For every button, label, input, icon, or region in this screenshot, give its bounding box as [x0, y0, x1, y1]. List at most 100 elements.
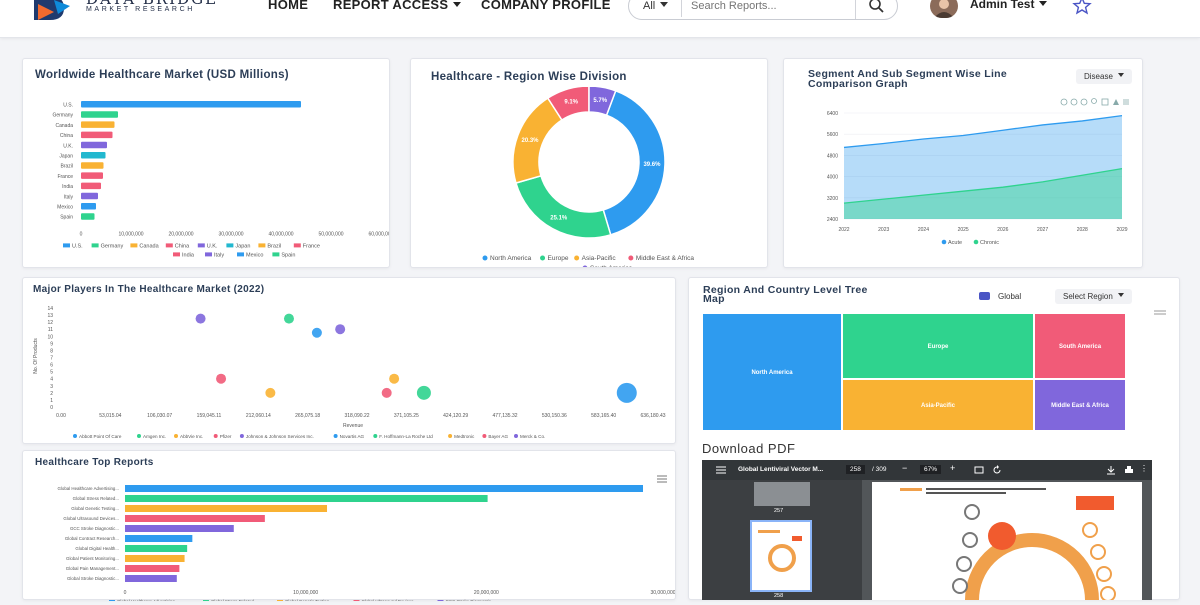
fit-page-icon[interactable] — [974, 466, 984, 474]
x-tick-label: 265,075.18 — [295, 413, 320, 419]
pdf-page-count: / 309 — [872, 466, 887, 473]
menu-icon[interactable] — [716, 466, 726, 474]
treemap-cell-label: Asia-Pacific — [921, 403, 956, 409]
bar-category-label: Global Stroke Diagnostic... — [67, 576, 119, 581]
legend-label: F. Hoffmann-La Roche Ltd — [379, 434, 433, 439]
bar-category-label: Canada — [55, 123, 73, 129]
series-line-chronic — [843, 168, 1123, 204]
chevron-down-icon — [1117, 293, 1124, 297]
legend-swatch — [197, 243, 205, 248]
pdf-thumbnail-2[interactable] — [750, 520, 812, 592]
legend-swatch — [91, 243, 99, 248]
y-tick-label: 9 — [50, 341, 53, 347]
treemap-title-line2: Map — [703, 293, 725, 305]
scatter-point — [216, 373, 227, 384]
legend-label: Abbott Point Of Care — [79, 434, 122, 439]
brand-logo[interactable]: DATA BRIDGE MARKET RESEARCH — [30, 0, 230, 24]
search-input[interactable] — [691, 0, 851, 15]
x-tick-label: 0.00 — [56, 413, 66, 419]
x-tick-label: 318,090.22 — [344, 413, 369, 419]
legend-dot — [448, 434, 453, 438]
pdf-thumbnail-1[interactable] — [754, 482, 810, 506]
zoom-in-icon[interactable]: + — [950, 463, 956, 473]
zoom-out-icon[interactable]: − — [902, 463, 908, 473]
bar — [81, 192, 98, 200]
global-toggle-label: Global — [998, 292, 1022, 301]
bar-category-label: Brazil — [60, 164, 73, 170]
region-treemap: North America Europe South America Asia-Pac… — [703, 314, 1125, 430]
legend-label: Spain — [281, 252, 295, 258]
legend-label: Johnson & Johnson Services Inc. — [246, 434, 314, 439]
y-tick-label: 13 — [47, 313, 53, 319]
pdf-viewer[interactable]: Global Lentiviral Vector M... 258 / 309 … — [702, 460, 1152, 602]
treemap-cell — [1035, 380, 1125, 430]
pdf-page-infographic — [900, 488, 1116, 602]
bar — [81, 111, 118, 118]
search-divider — [681, 0, 682, 17]
x-tick-label: 530,150.36 — [542, 413, 567, 419]
chart-toolbar-icons[interactable] — [1060, 97, 1140, 107]
y-axis-label: No. Of Products — [33, 338, 39, 374]
x-tick-label: 2023 — [878, 227, 889, 233]
y-tick-label: 11 — [48, 327, 53, 333]
user-menu[interactable]: Admin Test — [930, 0, 1060, 18]
top-navigation-bar: DATA BRIDGE MARKET RESEARCH HOME REPORT … — [0, 0, 1200, 38]
chevron-down-icon — [660, 2, 669, 7]
select-region-dropdown[interactable]: Select Region — [1055, 289, 1132, 304]
legend-label: Acute — [948, 240, 962, 246]
legend-label: Merck & Co. — [520, 434, 545, 439]
download-icon[interactable] — [1106, 465, 1116, 475]
disease-dropdown[interactable]: Disease — [1076, 69, 1132, 84]
bar — [81, 213, 95, 220]
treemap-cell — [1035, 314, 1125, 378]
scatter-point — [389, 373, 400, 384]
chevron-down-icon — [453, 2, 462, 7]
y-tick-label: 7 — [50, 356, 53, 362]
pdf-page-input[interactable]: 258 — [846, 465, 865, 474]
x-tick-label: 20,000,000 — [474, 590, 499, 596]
legend-swatch — [293, 243, 301, 248]
major-players-card: Major Players In The Healthcare Market (… — [22, 277, 676, 444]
legend-dot — [137, 434, 141, 438]
bar-category-label: Global Contract Research... — [65, 536, 119, 541]
donut-value-label: 5.7% — [593, 98, 607, 104]
x-axis-label: Revenue — [343, 423, 363, 429]
legend-dot — [239, 434, 244, 438]
search-button[interactable] — [855, 0, 897, 19]
logo-mark-icon — [34, 0, 70, 20]
favorites-star-icon[interactable] — [1072, 0, 1092, 16]
y-tick-label: 4 — [50, 377, 53, 383]
nav-report-access[interactable]: REPORT ACCESS — [333, 0, 462, 12]
y-tick-label: 4000 — [827, 175, 838, 181]
legend-label: Novartis AG — [340, 434, 365, 439]
bar — [81, 172, 103, 179]
x-tick-label: 477,135.32 — [492, 413, 517, 419]
bar — [125, 525, 234, 532]
x-tick-label: 10,000,000 — [293, 590, 318, 596]
more-options-icon[interactable]: ⋮ — [1140, 464, 1148, 473]
rotate-icon[interactable] — [992, 465, 1002, 475]
bar-category-label: Global Ultrasound Devices... — [63, 516, 119, 521]
x-tick-label: 2025 — [958, 227, 969, 233]
menu-icon[interactable] — [1154, 310, 1166, 316]
x-tick-label: 60,000,000 — [368, 231, 389, 237]
nav-company-profile[interactable]: COMPANY PROFILE — [481, 0, 611, 12]
series-line-acute — [843, 115, 1123, 149]
legend-swatch — [437, 600, 444, 601]
search-scope-select[interactable]: All — [643, 0, 669, 12]
treemap-cell — [703, 314, 841, 430]
legend-dot — [941, 239, 947, 245]
y-tick-label: 2400 — [827, 217, 838, 223]
treemap-cell-label: Europe — [928, 344, 949, 350]
y-tick-label: 4800 — [827, 153, 838, 159]
global-toggle[interactable]: Global — [979, 292, 1021, 301]
legend-dot — [333, 434, 338, 438]
pdf-zoom-level[interactable]: 67% — [920, 465, 942, 474]
print-icon[interactable] — [1124, 465, 1134, 475]
nav-home[interactable]: HOME — [268, 0, 309, 12]
y-tick-label: 1 — [50, 398, 53, 404]
bar-category-label: Global Digital Health... — [75, 546, 119, 551]
y-tick-label: 14 — [47, 306, 53, 312]
menu-icon[interactable] — [657, 475, 667, 483]
global-checkbox[interactable] — [979, 292, 990, 300]
